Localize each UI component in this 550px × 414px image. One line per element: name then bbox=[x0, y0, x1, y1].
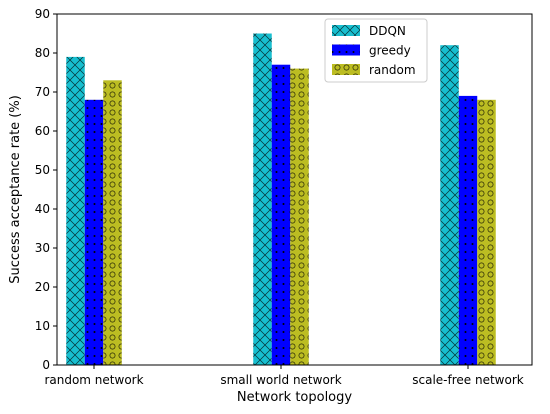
y-axis-title: Success acceptance rate (%) bbox=[8, 95, 23, 284]
bar-greedy-3 bbox=[458, 95, 478, 366]
bar-random-2 bbox=[290, 68, 309, 365]
y-tick-label: 20 bbox=[35, 280, 50, 294]
bar-random-1 bbox=[103, 80, 122, 366]
y-tick-label: 50 bbox=[35, 163, 50, 177]
legend-label-random: random bbox=[369, 63, 416, 77]
x-axis-title: Network topology bbox=[237, 390, 352, 405]
x-tick-label: scale-free network bbox=[412, 373, 524, 387]
y-tick-label: 30 bbox=[35, 241, 50, 255]
bars-group bbox=[66, 33, 496, 366]
x-axis-ticks: random network small world network scale-f… bbox=[44, 365, 524, 387]
legend-label-ddqn: DDQN bbox=[369, 24, 406, 38]
bar-ddqn-1 bbox=[66, 56, 85, 366]
plot-frame bbox=[56, 13, 533, 366]
legend-items: DDQN greedy random bbox=[332, 24, 416, 77]
y-tick-label: 60 bbox=[35, 124, 50, 138]
legend-swatch-ddqn bbox=[332, 25, 360, 36]
legend: DDQN greedy random bbox=[324, 18, 428, 83]
y-tick-label: 70 bbox=[35, 85, 50, 99]
legend-swatch-greedy bbox=[332, 44, 360, 56]
y-tick-label: 10 bbox=[35, 319, 50, 333]
bar-greedy-2 bbox=[271, 64, 291, 365]
bar-random-3 bbox=[477, 99, 496, 366]
x-tick-label: random network bbox=[44, 373, 143, 387]
x-tick-label: small world network bbox=[220, 373, 341, 387]
y-tick-label: 40 bbox=[35, 202, 50, 216]
legend-swatch-random bbox=[332, 64, 360, 75]
y-tick-label: 90 bbox=[35, 7, 50, 21]
bar-ddqn-3 bbox=[440, 45, 459, 365]
legend-label-greedy: greedy bbox=[369, 44, 411, 58]
bar-greedy-1 bbox=[84, 99, 104, 366]
y-tick-label: 80 bbox=[35, 46, 50, 60]
y-axis-ticks: 0 10 20 30 40 50 60 70 80 90 bbox=[35, 7, 57, 372]
bar-ddqn-2 bbox=[253, 33, 272, 365]
y-tick-label: 0 bbox=[42, 358, 50, 372]
